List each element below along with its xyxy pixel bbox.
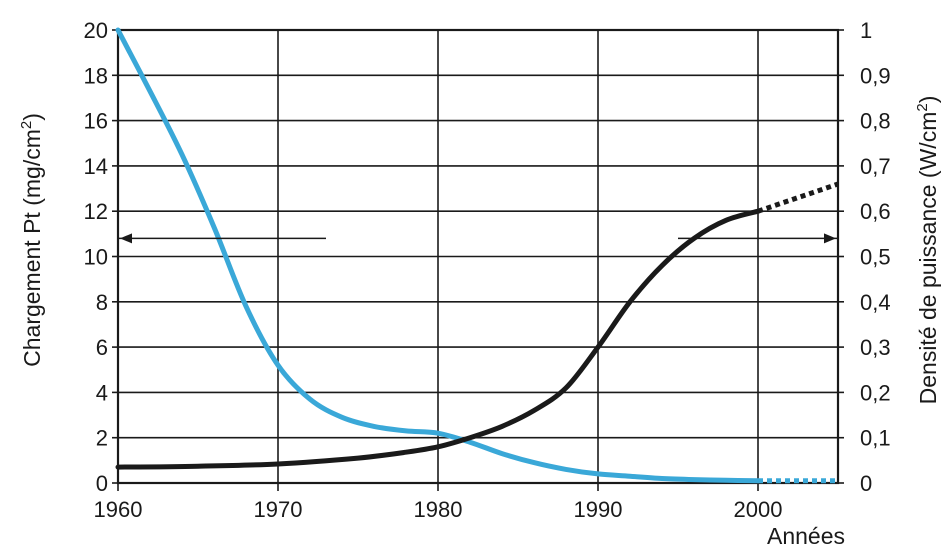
y-right-tick-label: 0,8 [860,109,891,134]
right-axis-title-sup: 2 [914,103,931,111]
y-right-tick-label: 0,9 [860,63,891,88]
x-tick-label: 1960 [94,497,143,522]
grid-layer [112,28,844,491]
left-axis-title-sup: 2 [18,121,35,129]
plot-frame [116,28,840,485]
series-layer [115,27,839,484]
power-density-projection [757,181,839,214]
y-right-tick-label: 0,3 [860,335,891,360]
x-tick-label: 1970 [254,497,303,522]
x-axis-title: Années [767,523,845,549]
y-right-tick-label: 0,5 [860,245,891,270]
left-axis-title-tail: ) [19,113,45,121]
y-right-tick-label: 0,4 [860,290,891,315]
power-density-line [115,208,761,470]
left-axis-title-main: Chargement Pt (mg/cm [19,129,45,367]
y-left-tick-label: 4 [96,380,108,405]
y-right-tick-label: 0,1 [860,426,891,451]
y-right-tick-label: 0,6 [860,199,891,224]
right-axis-title-main: Densité de puissance (W/cm [915,112,941,405]
y-right-tick-label: 0,7 [860,154,891,179]
right-arrowhead [824,233,836,244]
y-left-tick-label: 2 [96,426,108,451]
right-axis-title-tail: ) [915,96,941,104]
y-left-tick-label: 20 [84,18,108,43]
x-tick-label: 2000 [734,497,783,522]
right-axis-title: Densité de puissance (W/cm2) [914,96,941,405]
y-left-tick-label: 18 [84,63,108,88]
x-tick-label: 1980 [414,497,463,522]
y-left-tick-label: 12 [84,199,108,224]
y-left-tick-label: 10 [84,245,108,270]
left-arrowhead [120,233,132,244]
left-axis-title: Chargement Pt (mg/cm2) [18,113,45,367]
arrow-layer [118,233,838,244]
y-left-tick-label: 0 [96,471,108,496]
y-left-tick-label: 8 [96,290,108,315]
y-right-tick-label: 1 [860,18,872,43]
y-right-tick-label: 0,2 [860,380,891,405]
y-left-tick-label: 14 [84,154,108,179]
y-right-tick-label: 0 [860,471,872,496]
tick-labels: 0 2 4 6 8 10 12 14 16 18 20 0 0,1 0,2 0,3 0,4 0,5 0,6 0,7 0… [84,18,891,522]
pt-loading-line [115,27,761,484]
x-tick-label: 1990 [574,497,623,522]
y-left-tick-label: 16 [84,109,108,134]
y-left-tick-label: 6 [96,335,108,360]
